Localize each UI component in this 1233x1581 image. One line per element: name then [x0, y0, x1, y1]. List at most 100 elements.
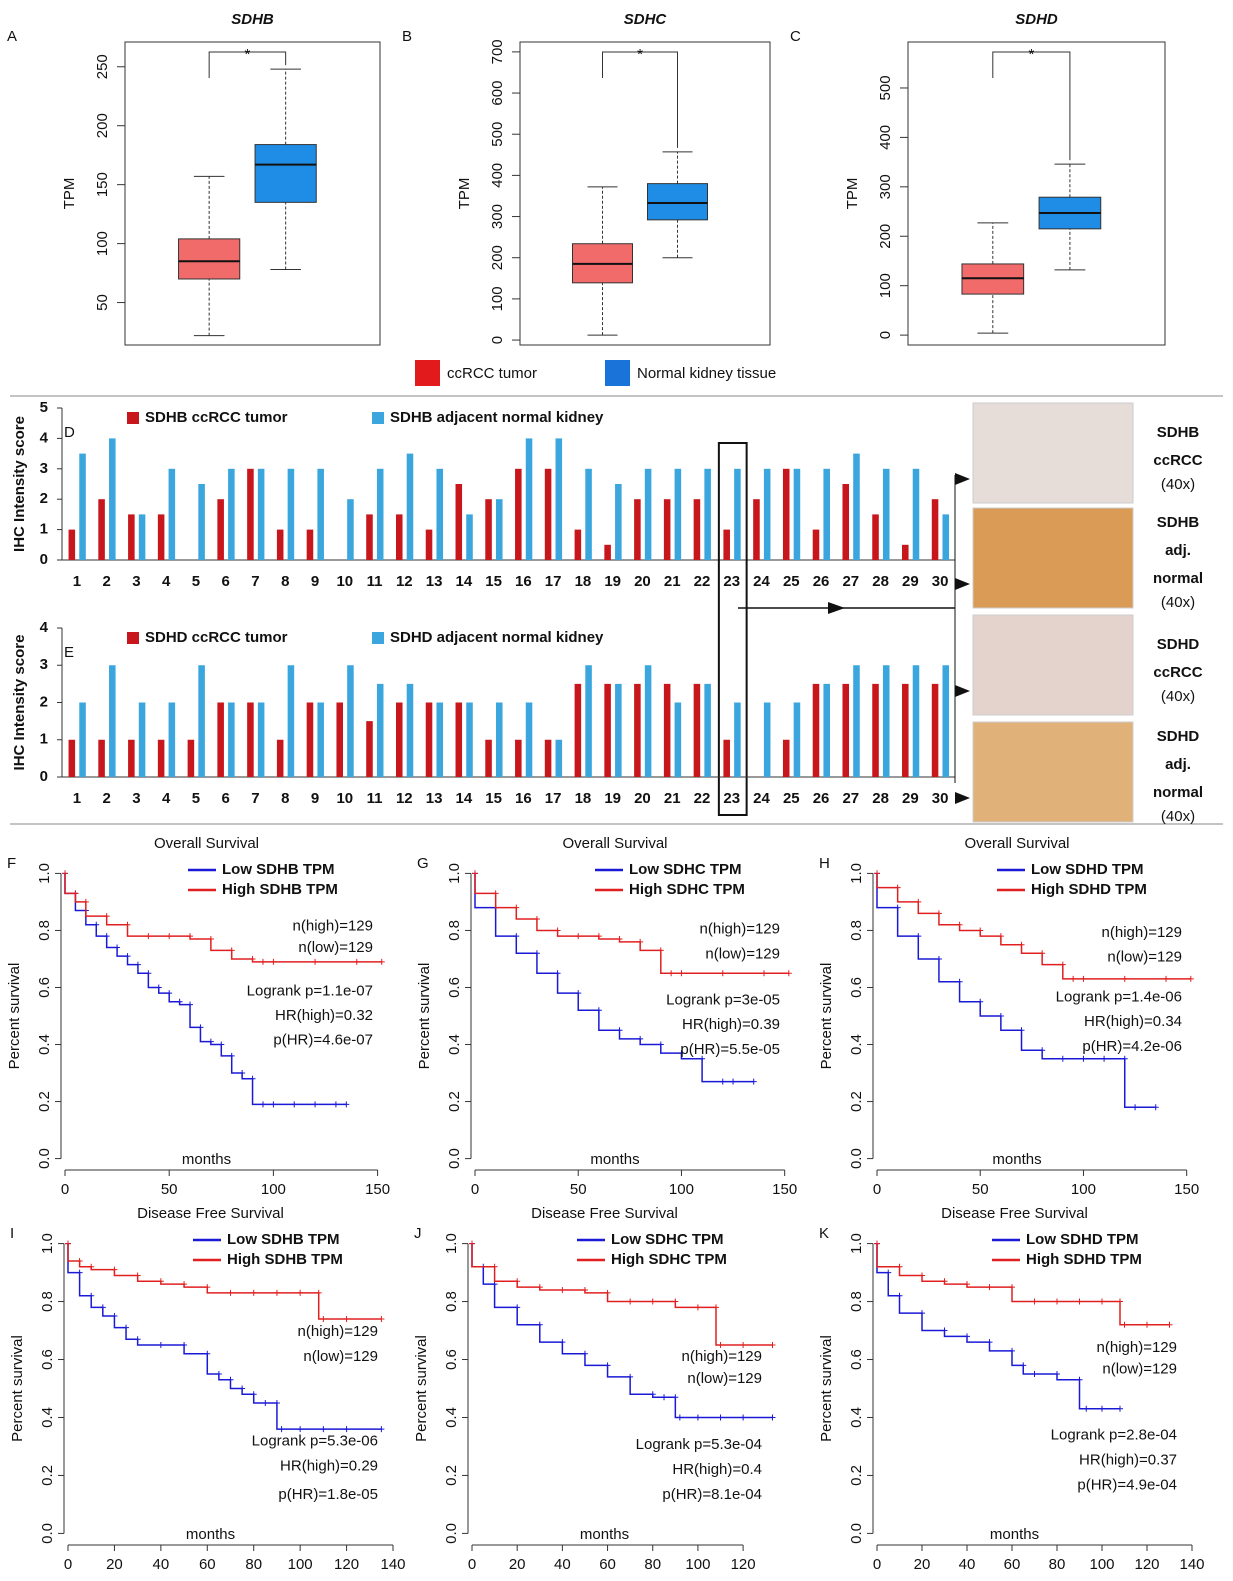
- x-tick-label: 17: [545, 790, 562, 807]
- x-tick-label: 140: [1179, 1556, 1204, 1573]
- x-tick-label: 9: [311, 790, 319, 807]
- censor-mark: [124, 953, 131, 960]
- censor-mark: [145, 970, 152, 977]
- x-tick-label: 60: [599, 1556, 616, 1573]
- y-tick-label: 0.2: [443, 1465, 460, 1486]
- x-tick-label: 0: [873, 1181, 881, 1198]
- bar: [217, 702, 224, 777]
- censor-mark: [1054, 1298, 1060, 1305]
- significance-star: *: [637, 46, 643, 63]
- censor-mark: [88, 1292, 95, 1299]
- y-tick-label: 0.0: [36, 1148, 53, 1169]
- x-tick-label: 120: [334, 1556, 359, 1573]
- bar: [436, 702, 444, 777]
- legend-label: High SDHC TPM: [611, 1251, 727, 1268]
- bar: [466, 702, 473, 777]
- censor-mark: [575, 990, 582, 997]
- censor-mark: [1009, 1284, 1015, 1291]
- legend-label: Low SDHB TPM: [222, 861, 335, 878]
- bar: [723, 529, 730, 560]
- x-tick-label: 10: [336, 573, 353, 590]
- y-axis-label: Percent survival: [818, 1335, 835, 1442]
- x-tick-label: 7: [251, 573, 259, 590]
- y-tick-label: 200: [877, 224, 894, 249]
- censor-mark: [678, 970, 685, 977]
- censor-mark: [273, 1399, 280, 1406]
- x-tick-label: 80: [1049, 1556, 1066, 1573]
- censor-mark: [1166, 1321, 1173, 1328]
- y-tick-label: 4: [40, 429, 49, 446]
- bar: [515, 468, 522, 560]
- bar: [734, 468, 741, 560]
- censor-mark: [353, 958, 360, 965]
- y-tick-label: 0.2: [848, 1465, 865, 1486]
- km-step-line: [876, 1243, 1120, 1410]
- censor-mark: [111, 1266, 118, 1273]
- x-tick-label: 13: [426, 790, 443, 807]
- bar: [872, 514, 879, 560]
- panel-letter: G: [417, 855, 429, 872]
- censor-mark: [1099, 1298, 1105, 1305]
- box: [647, 183, 708, 221]
- x-tick-label: 14: [456, 790, 473, 807]
- censor-mark: [249, 1075, 256, 1082]
- bar: [782, 468, 790, 560]
- x-tick-label: 18: [575, 790, 592, 807]
- y-tick-label: 2: [40, 490, 48, 507]
- bar: [98, 499, 105, 560]
- censor-mark: [699, 1055, 706, 1062]
- censor-mark: [315, 1289, 322, 1296]
- censor-mark: [1101, 1055, 1108, 1062]
- ihc-label: SDHB: [1157, 424, 1200, 441]
- legend-swatch: [605, 360, 630, 386]
- x-tick-label: 40: [153, 1556, 170, 1573]
- bar: [931, 683, 939, 777]
- bar: [455, 484, 463, 560]
- censor-mark: [273, 1289, 280, 1296]
- censor-mark: [956, 921, 963, 928]
- censor-mark: [215, 1371, 222, 1378]
- bar: [436, 468, 444, 560]
- bar: [734, 702, 741, 777]
- bar: [544, 739, 552, 777]
- y-tick-label: 0.6: [446, 977, 463, 998]
- censor-mark: [533, 950, 540, 957]
- censor-mark: [559, 1339, 566, 1346]
- annotation: Logrank p=1.1e-07: [247, 982, 373, 999]
- censor-mark: [919, 1310, 925, 1317]
- x-tick-label: 9: [311, 573, 319, 590]
- censor-mark: [1152, 1104, 1159, 1111]
- censor-mark: [332, 1101, 339, 1108]
- panel-letter: H: [819, 855, 830, 872]
- panel-letter: C: [790, 28, 801, 45]
- x-tick-label: 28: [872, 790, 889, 807]
- x-tick-label: 23: [723, 573, 740, 590]
- bar: [257, 468, 265, 560]
- censor-mark: [239, 1385, 246, 1392]
- y-tick-label: 150: [94, 172, 111, 197]
- bar: [98, 739, 105, 777]
- bar: [793, 702, 801, 777]
- bar: [544, 468, 552, 560]
- x-tick-label: 27: [842, 573, 859, 590]
- bar: [228, 468, 235, 560]
- y-tick-label: 100: [489, 286, 506, 311]
- y-tick-label: 3: [40, 656, 48, 673]
- significance-star: *: [1028, 46, 1034, 63]
- censor-mark: [694, 1414, 701, 1421]
- censor-mark: [343, 1315, 350, 1322]
- ihc-magnification: (40x): [1161, 476, 1195, 493]
- bar: [912, 468, 920, 560]
- x-tick-label: 5: [192, 790, 200, 807]
- censor-mark: [270, 958, 277, 965]
- annotation: HR(high)=0.34: [1084, 1013, 1182, 1030]
- x-tick-label: 2: [102, 573, 110, 590]
- censor-mark: [103, 933, 110, 940]
- legend-label: High SDHD TPM: [1031, 881, 1147, 898]
- panel-letter: B: [402, 28, 412, 45]
- censor-mark: [134, 1272, 141, 1279]
- bar: [455, 702, 463, 777]
- censor-mark: [99, 1304, 106, 1311]
- y-tick-label: 0: [877, 331, 894, 339]
- annotation: n(high)=129: [682, 1348, 762, 1365]
